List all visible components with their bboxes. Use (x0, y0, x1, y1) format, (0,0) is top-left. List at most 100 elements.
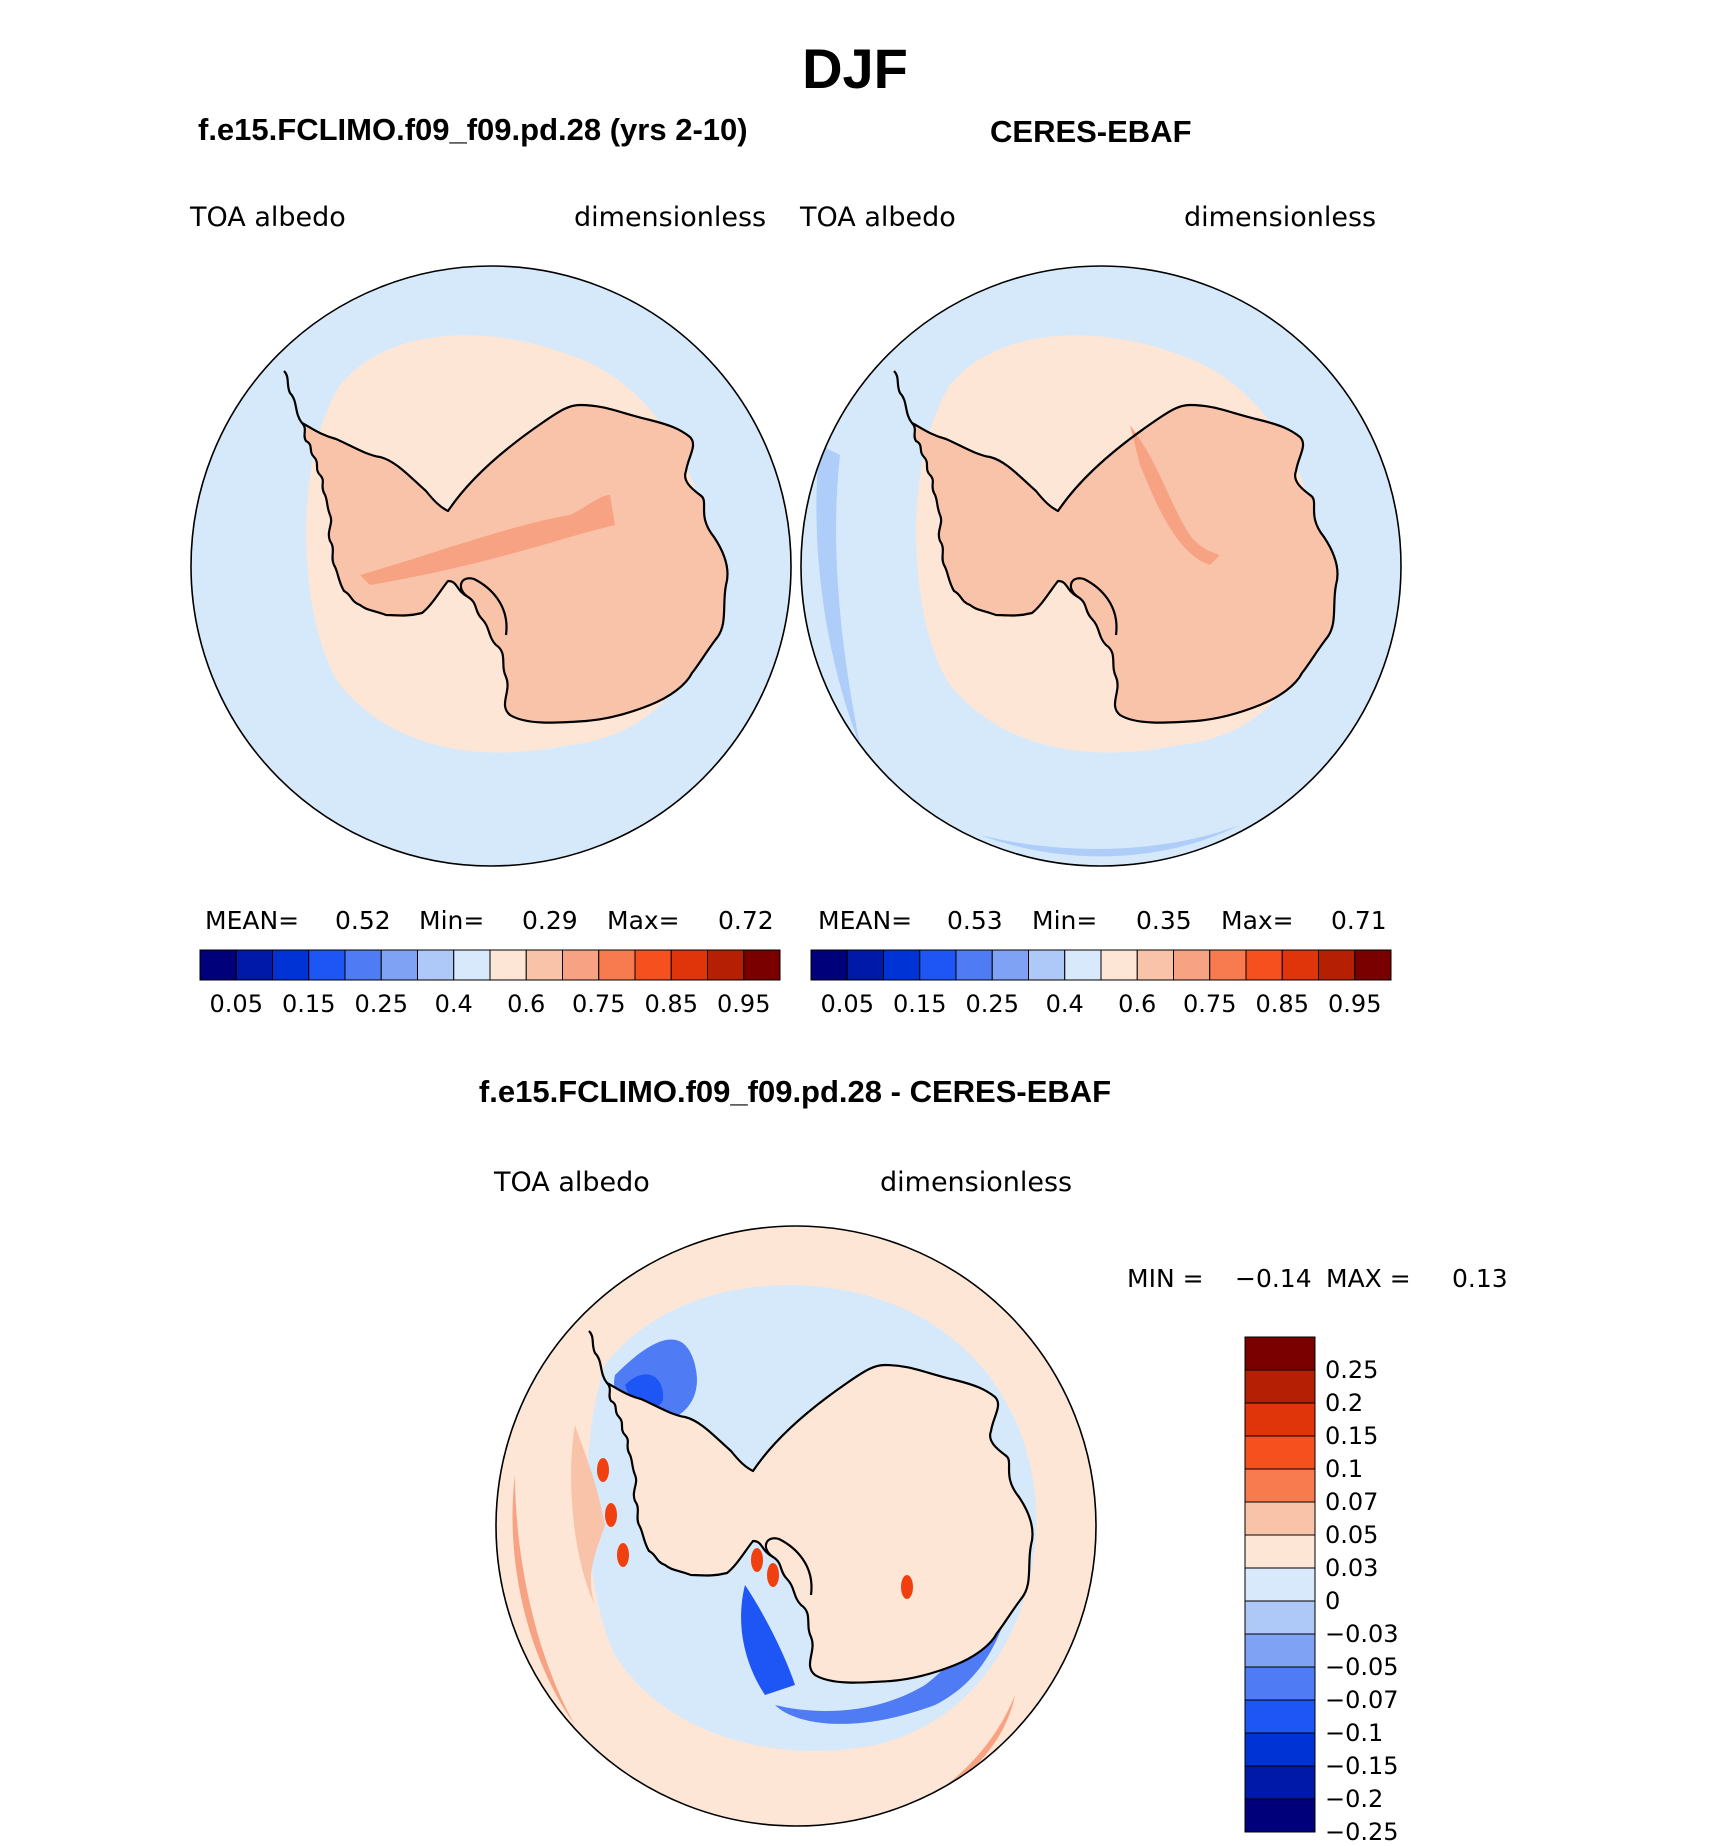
colorbar-swatch (810, 949, 848, 981)
colorbar-tick-label: 0.75 (572, 990, 626, 1018)
diff-variable-label: TOA albedo (494, 1167, 650, 1198)
colorbar-swatch (1245, 949, 1283, 981)
obs-mean-value: 0.53 (947, 906, 1003, 935)
colorbar-swatch (846, 949, 884, 981)
colorbar-tick-label: 0.05 (820, 990, 874, 1018)
model-variable-label: TOA albedo (190, 202, 346, 233)
colorbar-swatch (1244, 1732, 1316, 1767)
continent-fill (302, 405, 728, 723)
colorbar-swatch (634, 949, 672, 981)
diff-title: f.e15.FCLIMO.f09_f09.pd.28 - CERES-EBAF (478, 1074, 1112, 1109)
colorbar-swatch (1173, 949, 1211, 981)
colorbar-swatch (883, 949, 921, 981)
colorbar-swatch (1244, 1600, 1316, 1635)
continent-fill (912, 405, 1338, 723)
obs-min-label: Min= (1032, 906, 1098, 935)
colorbar-tick-label: −0.15 (1325, 1752, 1399, 1780)
model-mean-label: MEAN= (205, 906, 300, 935)
colorbar-swatch (1244, 1699, 1316, 1734)
colorbar-swatch (344, 949, 382, 981)
red-spot (605, 1503, 617, 1527)
colorbar-tick-label: 0.15 (893, 990, 947, 1018)
map-border (800, 265, 1402, 867)
model-units-label: dimensionless (574, 202, 767, 233)
obs-max-label: Max= (1221, 906, 1294, 935)
red-spot (751, 1548, 763, 1572)
colorbar-tick-label: 0.85 (1255, 990, 1309, 1018)
colorbar-tick-label: −0.07 (1325, 1686, 1399, 1714)
colorbar-tick-label: −0.03 (1325, 1620, 1399, 1648)
positive-region (571, 1425, 605, 1605)
colorbar-tick-label: 0.25 (965, 990, 1019, 1018)
colorbar-swatch (1064, 949, 1102, 981)
colorbar-swatch (199, 949, 237, 981)
colorbar-swatch (1244, 1468, 1316, 1503)
colorbar-tick-label: 0.6 (1118, 990, 1157, 1018)
colorbar-tick-label: −0.1 (1325, 1719, 1384, 1747)
low-albedo-band (980, 825, 1240, 857)
colorbar-swatch (1244, 1501, 1316, 1536)
colorbar-swatch (1244, 1798, 1316, 1833)
colorbar-tick-label: 0.05 (209, 990, 263, 1018)
diff-max-value: 0.13 (1452, 1264, 1508, 1293)
red-spot (901, 1575, 913, 1599)
peninsula-coastline (893, 370, 913, 424)
model-colorbar (199, 949, 781, 981)
colorbar-swatch (955, 949, 993, 981)
colorbar-swatch (1244, 1765, 1316, 1800)
map-border (190, 265, 792, 867)
obs-case-title: CERES-EBAF (990, 114, 1192, 149)
continent-fill (607, 1365, 1033, 1683)
colorbar-tick-label: 0.4 (434, 990, 473, 1018)
diff-polar-map (495, 1225, 1097, 1827)
colorbar-swatch (598, 949, 636, 981)
colorbar-swatch (380, 949, 418, 981)
ross-sea-coastline (764, 1537, 813, 1596)
colorbar-tick-label: 0.05 (1325, 1521, 1379, 1549)
colorbar-swatch (1136, 949, 1174, 981)
antarctica-coastline (605, 1363, 1034, 1684)
colorbar-tick-label: 0 (1325, 1587, 1341, 1615)
colorbar-swatch (453, 949, 491, 981)
diff-min-label: MIN = (1127, 1264, 1204, 1293)
peninsula-coastline (588, 1330, 608, 1384)
colorbar-tick-label: 0.25 (1325, 1356, 1379, 1384)
red-spot (617, 1543, 629, 1567)
obs-min-value: 0.35 (1136, 906, 1192, 935)
diff-min-value: −0.14 (1235, 1264, 1312, 1293)
colorbar-swatch (417, 949, 455, 981)
obs-colorbar (810, 949, 1392, 981)
red-spot (597, 1458, 609, 1482)
red-spot (767, 1563, 779, 1587)
colorbar-swatch (1244, 1534, 1316, 1569)
colorbar-swatch (1244, 1369, 1316, 1404)
low-albedo-band (816, 445, 860, 745)
colorbar-swatch (272, 949, 310, 981)
colorbar-swatch (1244, 1435, 1316, 1470)
colorbar-tick-label: 0.75 (1183, 990, 1237, 1018)
ross-sea-coastline (1069, 577, 1118, 636)
colorbar-tick-label: 0.85 (644, 990, 698, 1018)
diff-units-label: dimensionless (880, 1167, 1073, 1198)
ross-sea-coastline (459, 577, 508, 636)
colorbar-swatch (1244, 1633, 1316, 1668)
colorbar-tick-label: 0.6 (507, 990, 546, 1018)
page-title: DJF (802, 37, 908, 100)
diff-colorbar (1244, 1336, 1316, 1833)
colorbar-tick-label: 0.15 (1325, 1422, 1379, 1450)
colorbar-swatch (1244, 1336, 1316, 1371)
colorbar-tick-label: −0.25 (1325, 1818, 1399, 1846)
colorbar-swatch (525, 949, 563, 981)
colorbar-swatch (1281, 949, 1319, 981)
colorbar-swatch (1354, 949, 1392, 981)
obs-mean-label: MEAN= (818, 906, 913, 935)
obs-variable-label: TOA albedo (800, 202, 956, 233)
colorbar-swatch (707, 949, 745, 981)
model-min-value: 0.29 (522, 906, 578, 935)
strong-negative-region (741, 1585, 795, 1695)
colorbar-swatch (1244, 1666, 1316, 1701)
positive-region (512, 1475, 575, 1725)
colorbar-swatch (489, 949, 527, 981)
colorbar-tick-label: 0.1 (1325, 1455, 1364, 1483)
colorbar-tick-label: 0.25 (354, 990, 408, 1018)
